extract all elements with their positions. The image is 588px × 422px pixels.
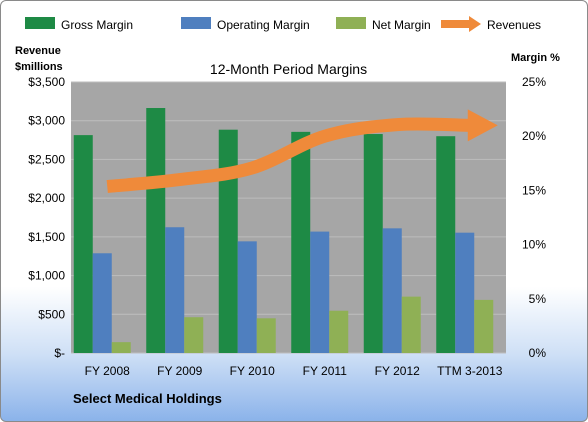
company-name: Select Medical Holdings [73,391,222,406]
right-tick-label: 20% [522,129,546,143]
category-label: TTM 3-2013 [437,364,503,378]
bar-gross-margin [436,136,456,353]
bar-operating-margin [237,241,257,353]
bar-operating-margin [455,232,475,353]
category-label: FY 2011 [303,364,348,378]
right-tick-label: 0% [529,346,547,360]
legend-label: Net Margin [372,18,431,32]
right-tick-label: 25% [522,75,546,89]
left-tick-label: $3,000 [28,114,65,128]
legend-swatch [181,17,211,29]
bar-gross-margin [218,129,238,353]
bar-net-margin [256,318,276,353]
bar-gross-margin [363,134,383,353]
bar-operating-margin [382,228,402,353]
bar-net-margin [111,342,131,353]
bar-operating-margin [165,227,185,353]
legend-swatch [336,17,366,29]
left-tick-label: $500 [38,307,65,321]
bar-operating-margin [92,253,112,353]
category-label: FY 2008 [85,364,130,378]
category-label: FY 2012 [375,364,420,378]
left-tick-label: $- [54,346,65,360]
left-axis-title: $millions [15,61,63,73]
legend-swatch [25,17,55,29]
category-label: FY 2010 [230,364,275,378]
legend-label: Revenues [487,18,541,32]
bar-gross-margin [291,131,311,353]
bar-gross-margin [146,108,166,354]
left-tick-label: $2,000 [28,191,65,205]
chart-title: 12-Month Period Margins [210,61,367,77]
bar-net-margin [401,296,421,353]
category-label: FY 2009 [157,364,202,378]
legend-swatch [441,20,471,28]
right-tick-label: 15% [522,183,546,197]
revenue-line [106,117,470,193]
revenue-arrowhead [467,109,498,142]
left-tick-label: $1,500 [28,230,65,244]
right-tick-label: 5% [529,292,547,306]
legend-label: Gross Margin [61,18,133,32]
legend-swatch [469,16,481,32]
bar-net-margin [474,299,494,353]
left-tick-label: $1,000 [28,269,65,283]
right-tick-label: 10% [522,238,546,252]
left-tick-label: $2,500 [28,152,65,166]
left-axis-title: Revenue [15,45,61,57]
left-tick-label: $3,500 [28,75,65,89]
legend-label: Operating Margin [217,18,310,32]
bar-operating-margin [310,231,330,353]
bar-gross-margin [73,135,93,353]
right-axis-title: Margin % [511,52,560,64]
bar-net-margin [184,317,204,353]
bar-net-margin [329,310,349,353]
